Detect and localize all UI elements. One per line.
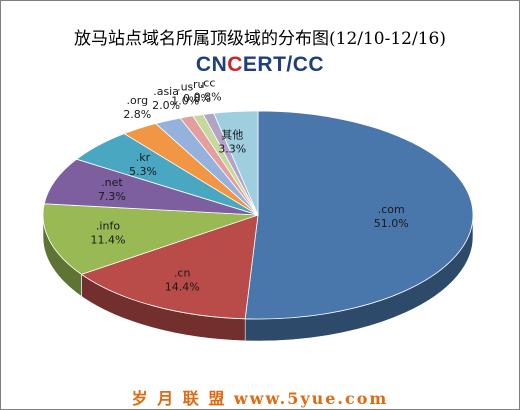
pie-label-name: .us: [177, 80, 193, 93]
logo-text-left: CN: [195, 53, 228, 76]
pie-slice-4: [43, 158, 259, 216]
globe-icon: C: [227, 53, 243, 76]
pie-label-value: 11.4%: [91, 233, 126, 246]
pie-label-5: .kr5.3%: [129, 151, 157, 178]
pie-label-name: .org: [127, 94, 149, 107]
pie-label-value: 14.4%: [165, 280, 200, 293]
pie-label-value: 51.0%: [374, 217, 409, 230]
pie-label-value: 1.0%: [171, 94, 199, 107]
pie-label-value: 0.8%: [194, 90, 222, 103]
pie-label-11: 其他3.3%: [218, 129, 246, 156]
pie-slice-11: [213, 110, 259, 216]
pie-label-name: .net: [101, 176, 123, 189]
pie-label-10: .cc0.8%: [194, 76, 222, 103]
pie-label-value: 3.3%: [218, 143, 246, 156]
pie-label-8: .us1.0%: [171, 80, 199, 107]
pie-label-value: 5.3%: [129, 165, 157, 178]
pie-label-name: .ru: [189, 78, 204, 91]
pie-label-name: 其他: [221, 129, 243, 142]
pie-label-value: 2.8%: [123, 108, 151, 121]
pie-label-name: .asia: [153, 85, 179, 98]
pie-label-name: .com: [378, 203, 405, 216]
logo-text-right: ERT/CC: [242, 53, 325, 76]
chart-title: 放马站点域名所属顶级域的分布图(12/10-12/16): [74, 29, 446, 49]
pie-label-name: .cn: [174, 266, 191, 279]
pie-label-name: .kr: [136, 151, 151, 164]
pie-label-value: 7.3%: [98, 190, 126, 203]
pie-slices: [42, 110, 474, 320]
cncert-logo: CNCERT/CC: [0, 53, 520, 77]
pie-label-name: .cc: [200, 76, 216, 89]
pie-slice-1: [244, 110, 474, 320]
pie-labels: .com51.0%.cn14.4%.info11.4%.net7.3%.kr5.…: [91, 76, 409, 293]
pie-label-9: .ru0.8%: [183, 78, 211, 105]
pie-label-name: .info: [96, 219, 120, 232]
footer-watermark: 岁 月 联 盟 www.5yue.com: [131, 389, 389, 408]
pie-slice-3: [42, 203, 259, 275]
pie-label-value: 2.0%: [152, 99, 180, 112]
pie-slice-2: [80, 214, 259, 320]
pie-label-value: 0.8%: [183, 92, 211, 105]
